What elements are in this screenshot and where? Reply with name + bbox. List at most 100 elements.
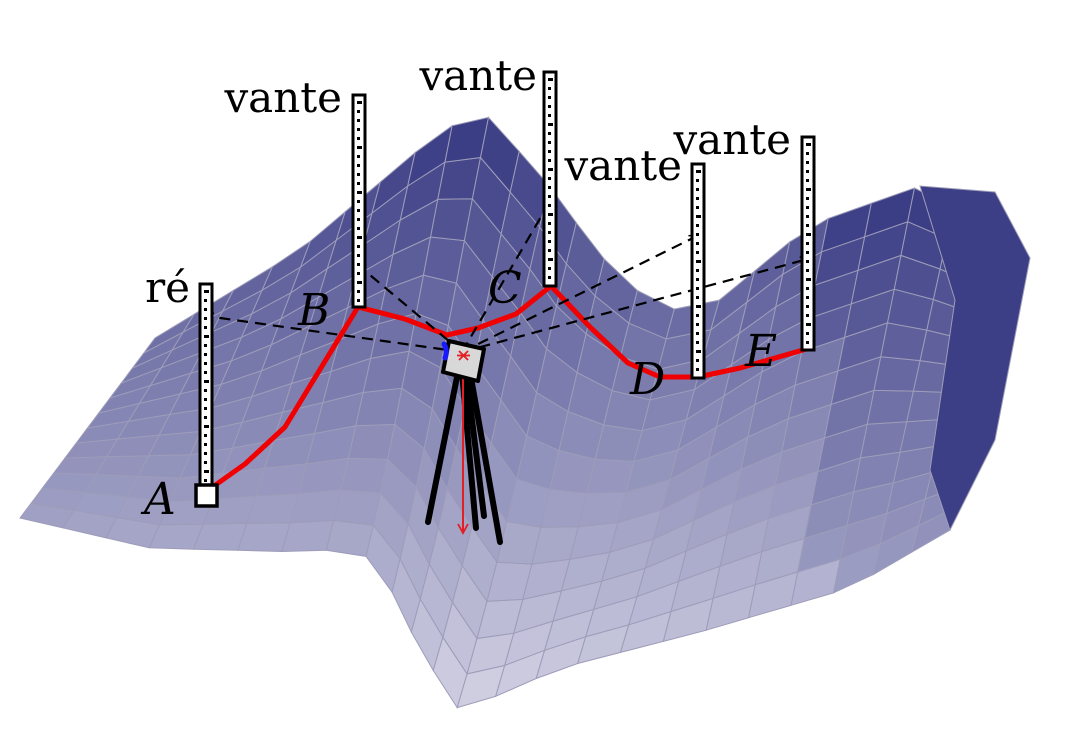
staff-fs-b [351,93,367,309]
staff-graduation [806,152,809,155]
staff-graduation [548,141,551,144]
staff-graduation [548,87,551,90]
staff-graduation [357,245,360,248]
staff-graduation [357,164,360,167]
staff-graduation [696,206,699,209]
staff-graduation [806,251,809,254]
staff-graduation [806,323,811,326]
staff-graduation [204,317,207,320]
terrain-facet [355,387,403,427]
staff-graduation [806,215,809,218]
sight-line-d [461,234,699,353]
staff-graduation [204,335,209,338]
tripod-icon [425,369,503,545]
staff-graduation [548,195,551,198]
staff-graduation [204,452,207,455]
leveling-staffs [198,70,816,487]
terrain-facet [237,522,291,553]
staff-graduation [204,362,207,365]
staff-graduation [806,188,811,191]
staff-graduation [204,407,207,410]
staff-graduation [696,296,699,299]
staff-graduation [806,314,809,317]
staff-graduation [548,222,551,225]
point-label-a: A [140,474,176,525]
terrain-facet [289,489,342,524]
staff-graduation [696,170,701,173]
staff-graduation [806,278,811,281]
staff-graduation [357,236,362,239]
staff-graduation [696,359,699,362]
staff-graduation [357,137,360,140]
staff-graduation [204,443,207,446]
staff-graduation [204,290,209,293]
staff-graduation [696,242,699,245]
sight-line-c [461,196,553,353]
staff-graduation [204,461,207,464]
staff-graduation [548,159,551,162]
staff-graduation [696,224,699,227]
staff-graduation [806,179,809,182]
staff-graduation [548,114,551,117]
staff-graduation [357,155,360,158]
staff-graduation [806,287,809,290]
staff-graduation [357,119,360,122]
staff-graduation [548,204,551,207]
crosshair-icon [457,350,470,361]
staff-label-b: vante [223,73,342,122]
staff-graduation [357,272,360,275]
terrain-side-wall [919,185,1031,532]
staff-fs-e [800,135,816,352]
terrain-facet [332,489,382,526]
staff-graduation [806,305,809,308]
staff-graduation [548,213,553,216]
terrain-facet [873,356,921,392]
staff-graduation [204,398,207,401]
staff-graduation [357,146,362,149]
staff-graduation [204,380,209,383]
point-label-b: B [297,285,330,336]
staff-graduation [806,206,809,209]
terrain-facet [325,519,374,557]
staff-graduation [357,173,360,176]
staff-graduation [204,416,207,419]
staff-backsight [198,282,214,487]
staff-graduation [696,314,699,317]
staff-graduation [204,389,207,392]
staff-graduation [548,105,551,108]
staff-graduation [548,258,553,261]
staff-graduation [696,251,699,254]
sight-line-e [461,256,810,354]
staff-graduation [806,269,809,272]
terrain-surface [19,116,1031,709]
staff-graduation [548,276,551,279]
staff-graduation [806,197,809,200]
staff-labels: ré vante vante vante vante [145,51,791,312]
staff-fs-d [690,162,706,380]
staff-graduation [696,287,699,290]
staff-graduation [548,78,553,81]
staff-graduation [806,332,809,335]
staff-graduation [204,308,207,311]
staff-graduation [806,161,809,164]
level-instrument-icon [441,339,486,383]
point-label-e: E [744,326,777,377]
staff-graduation [696,269,699,272]
staff-graduation [806,143,811,146]
staff-graduation [204,434,207,437]
staff-graduation [696,350,701,353]
staff-label-d: vante [563,141,682,190]
staff-graduation [548,240,551,243]
staff-graduation [357,128,360,131]
staff-graduation [806,341,809,344]
staff-graduation [806,296,809,299]
staff-graduation [357,281,362,284]
staff-graduation [548,177,551,180]
sight-lines [204,196,810,354]
staff-graduation [806,260,809,263]
staff-graduation [357,299,360,302]
staff-graduation [696,323,699,326]
staff-graduation [548,249,551,252]
staff-graduation [357,101,362,104]
staff-label-backsight: ré [145,263,190,312]
